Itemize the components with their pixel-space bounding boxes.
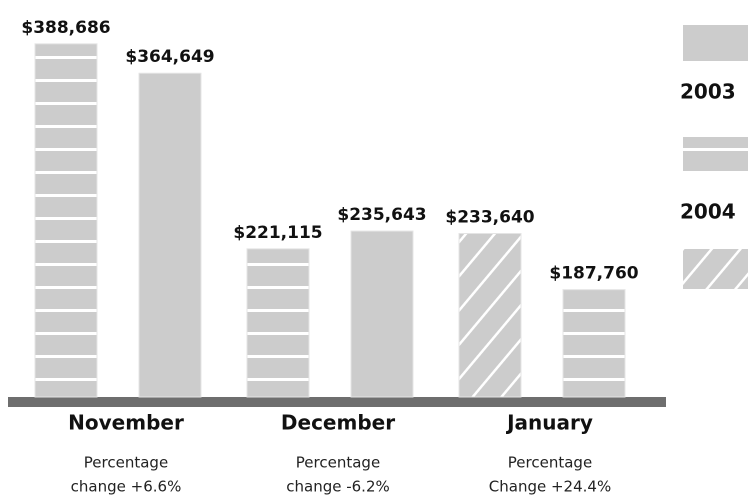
note: Percentage [508,454,592,472]
value-label: $221,115 [233,223,322,243]
bar [350,230,414,398]
value-label: $235,643 [337,205,426,225]
note: change +6.6% [71,478,182,496]
category-label: November [68,411,184,435]
value-label: $364,649 [125,47,214,67]
note: change -6.2% [286,478,390,496]
bar [458,233,522,398]
category-label: January [505,411,593,435]
note: Change +24.4% [489,478,611,496]
legend-swatch [683,249,748,289]
note: Percentage [84,454,168,472]
legend-swatch [683,25,748,61]
baseline [8,397,666,407]
value-label: $233,640 [445,208,534,228]
note: Percentage [296,454,380,472]
bar [246,248,310,398]
bar [34,43,98,398]
bar [138,72,202,398]
bar [562,289,626,398]
value-label: $187,760 [549,264,638,284]
legend-label: 2004 [680,200,736,224]
legend-label: 2003 [680,80,736,104]
legend-swatch [683,137,748,173]
value-label: $388,686 [21,18,110,38]
category-label: December [281,411,395,435]
